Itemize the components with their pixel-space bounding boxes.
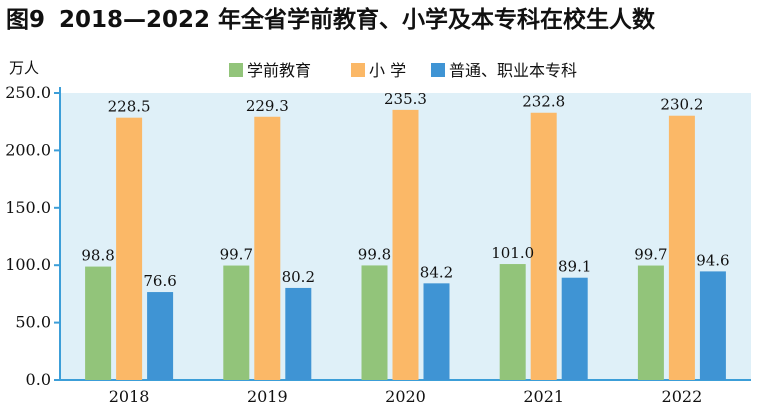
data-label: 99.7 (220, 246, 253, 264)
data-label: 229.3 (246, 97, 289, 115)
bar-primary-2022 (668, 115, 695, 380)
chart-title: 图9 2018—2022 年全省学前教育、小学及本专科在校生人数 (6, 2, 655, 38)
legend-swatch-higher-ed (431, 63, 445, 77)
y-tick-label: 0.0 (26, 370, 51, 389)
bar-preschool-2018 (85, 266, 112, 380)
x-tick-label: 2022 (662, 387, 703, 406)
data-label: 228.5 (108, 98, 151, 116)
legend: 学前教育 小 学 普通、职业本专科 (229, 61, 577, 80)
data-label: 98.8 (81, 247, 114, 265)
bar-higher-ed-2021 (561, 277, 588, 380)
x-tick-label: 2021 (523, 387, 564, 406)
bar-higher-ed-2020 (423, 283, 450, 380)
bar-preschool-2022 (637, 265, 664, 380)
x-tick-label: 2020 (385, 387, 426, 406)
legend-label-primary: 小 学 (369, 61, 406, 80)
y-tick-label: 100.0 (5, 255, 51, 274)
data-label: 230.2 (660, 96, 703, 114)
bar-primary-2018 (116, 117, 143, 380)
bar-primary-2019 (254, 116, 281, 380)
bar-primary-2020 (392, 109, 419, 380)
legend-label-higher-ed: 普通、职业本专科 (449, 61, 577, 80)
data-label: 99.7 (634, 246, 667, 264)
y-axis-ticks: 0.0 50.0 100.0 150.0 200.0 250.0 (5, 83, 60, 389)
y-axis-unit: 万人 (9, 59, 39, 77)
data-labels: 98.8 228.5 76.6 99.7 229.3 80.2 99.8 235.3 84.2 1… (81, 90, 729, 290)
data-label: 101.0 (491, 244, 534, 262)
legend-label-preschool: 学前教育 (247, 61, 311, 80)
y-tick-label: 150.0 (5, 198, 51, 217)
bar-higher-ed-2022 (699, 271, 726, 380)
data-label: 235.3 (384, 90, 427, 108)
y-tick-label: 250.0 (5, 83, 51, 102)
y-tick-label: 50.0 (15, 313, 51, 332)
legend-swatch-primary (351, 63, 365, 77)
x-axis-ticks: 2018 2019 2020 2021 2022 (109, 387, 703, 406)
data-label: 89.1 (558, 258, 591, 276)
data-label: 232.8 (522, 93, 565, 111)
bar-preschool-2020 (361, 265, 388, 380)
x-tick-label: 2018 (109, 387, 150, 406)
bar-primary-2021 (530, 112, 557, 380)
x-tick-label: 2019 (247, 387, 288, 406)
legend-swatch-preschool (229, 63, 243, 77)
data-label: 99.8 (358, 245, 391, 263)
bar-higher-ed-2019 (285, 287, 312, 380)
figure-number: 图9 (6, 7, 46, 33)
bar-preschool-2021 (499, 264, 526, 380)
chart-title-text: 2018—2022 年全省学前教育、小学及本专科在校生人数 (59, 7, 656, 33)
bar-preschool-2019 (223, 265, 250, 380)
bars (85, 109, 726, 380)
data-label: 94.6 (696, 251, 729, 269)
data-label: 76.6 (143, 272, 176, 290)
data-label: 84.2 (420, 263, 453, 281)
bar-higher-ed-2018 (147, 292, 174, 380)
data-label: 80.2 (282, 268, 315, 286)
y-tick-label: 200.0 (5, 140, 51, 159)
